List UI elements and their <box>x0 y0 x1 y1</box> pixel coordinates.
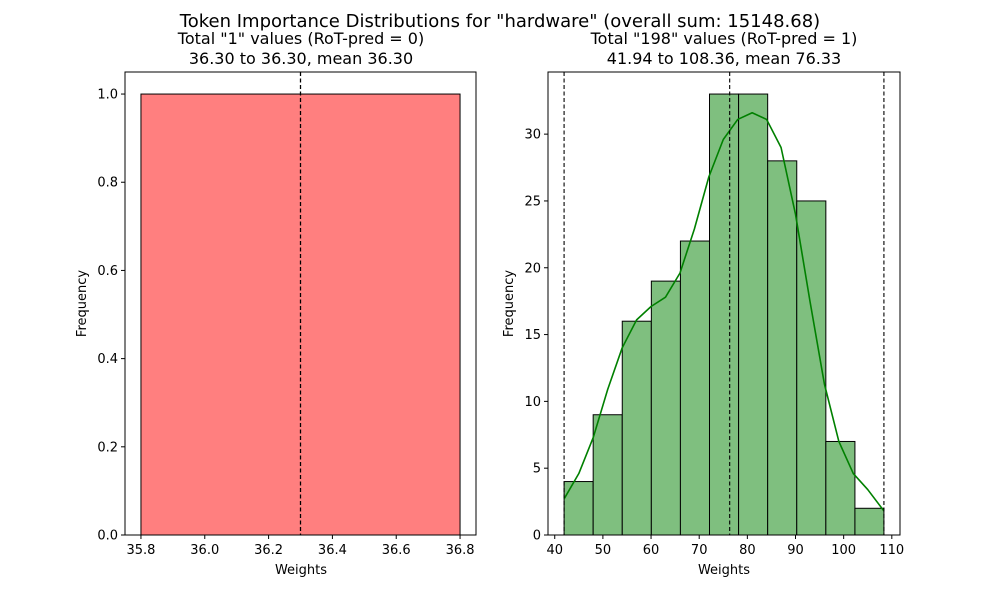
right-y-tick-label: 20 <box>524 261 541 276</box>
right-y-tick-label: 0 <box>533 529 541 544</box>
right-y-tick-label: 30 <box>524 128 541 143</box>
right-y-axis-label: Frequency <box>502 270 517 337</box>
left-title-line2: 36.30 to 36.30, mean 36.30 <box>189 49 413 68</box>
right-histogram-panel: Total "198" values (RoT-pred = 1) 41.94 … <box>502 29 904 578</box>
right-histogram-bar <box>738 93 769 536</box>
left-y-tick-label: 0.4 <box>97 352 118 367</box>
left-histogram-panel: Total "1" values (RoT-pred = 0) 36.30 to… <box>75 29 477 578</box>
right-x-tick-label: 80 <box>739 543 756 558</box>
left-x-tick-label: 36.6 <box>382 543 411 558</box>
right-title-line1: Total "198" values (RoT-pred = 1) <box>590 29 858 48</box>
right-histogram-bar <box>825 440 856 536</box>
right-kde-curve <box>563 111 885 512</box>
left-y-tick-label: 0.8 <box>97 176 118 191</box>
right-histogram-bar <box>679 240 711 536</box>
right-axes-frame <box>547 71 901 536</box>
right-x-tick-label: 100 <box>831 543 856 558</box>
left-x-tick-label: 36.2 <box>254 543 283 558</box>
right-y-tick-label: 10 <box>524 395 541 410</box>
right-x-tick-label: 50 <box>595 543 612 558</box>
right-histogram-bar <box>709 93 740 536</box>
right-x-tick-label: 110 <box>879 543 904 558</box>
right-x-axis-label: Weights <box>698 563 750 578</box>
right-x-tick-label: 90 <box>787 543 804 558</box>
right-x-tick-label: 70 <box>691 543 708 558</box>
right-histogram-bar <box>854 507 885 536</box>
left-y-tick-label: 0.0 <box>97 529 118 544</box>
figure-suptitle: Token Importance Distributions for "hard… <box>179 11 820 32</box>
right-x-tick-label: 60 <box>643 543 660 558</box>
right-histogram-bar <box>563 481 594 536</box>
left-y-tick-label: 0.2 <box>97 440 118 455</box>
left-axes-frame <box>124 71 477 536</box>
left-y-axis-label: Frequency <box>75 270 90 337</box>
right-histogram-bar <box>621 320 652 536</box>
left-x-tick-label: 36.0 <box>190 543 219 558</box>
right-y-tick-label: 5 <box>533 462 541 477</box>
right-title-line2: 41.94 to 108.36, mean 76.33 <box>607 49 841 68</box>
left-x-tick-label: 36.4 <box>318 543 347 558</box>
right-histogram-bar <box>592 414 623 536</box>
right-histogram-bar <box>650 280 681 536</box>
left-y-tick-label: 0.6 <box>97 264 118 279</box>
right-y-tick-label: 15 <box>524 328 541 343</box>
left-y-tick-label: 1.0 <box>97 88 118 103</box>
right-y-tick-label: 25 <box>524 194 541 209</box>
left-x-tick-label: 36.8 <box>446 543 475 558</box>
right-x-tick-label: 40 <box>546 543 563 558</box>
right-histogram-bar <box>767 160 798 536</box>
left-title-line1: Total "1" values (RoT-pred = 0) <box>177 29 424 48</box>
left-x-axis-label: Weights <box>275 563 327 578</box>
left-x-tick-label: 35.8 <box>126 543 155 558</box>
